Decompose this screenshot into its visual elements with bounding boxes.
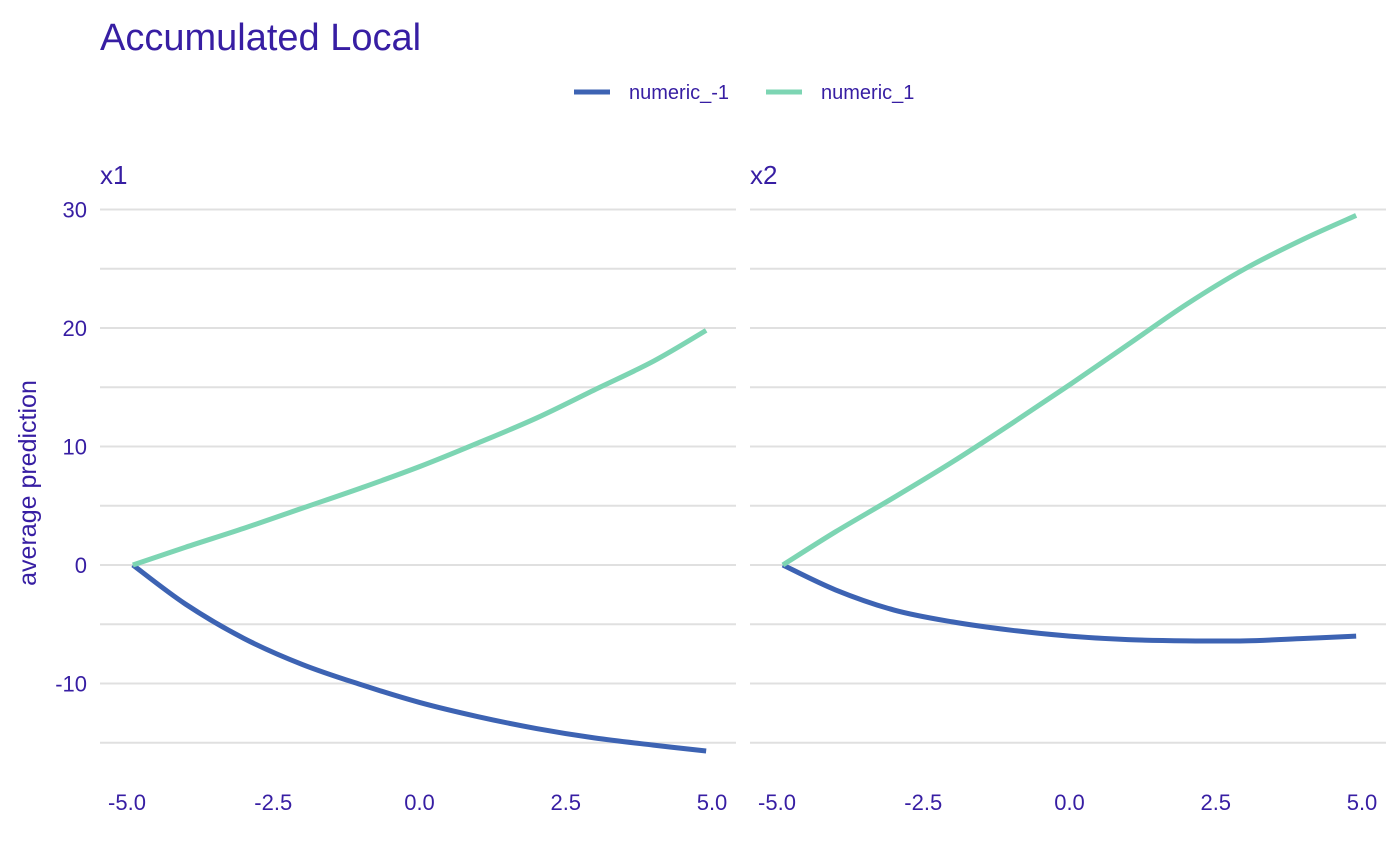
x-tick-label: -2.5 [904,790,942,815]
chart-title: Accumulated Local [100,17,421,59]
y-tick-label: 0 [75,553,87,578]
series-line-numeric_1 [781,213,1358,568]
x-tick-label: -5.0 [108,790,146,815]
x-tick-label: 2.5 [1200,790,1231,815]
x-tick-label: 5.0 [1347,790,1378,815]
legend: numeric_-1 numeric_1 [574,82,914,104]
x-tick-label: -2.5 [254,790,292,815]
panel-label-x1: x1 [100,160,127,190]
y-tick-label: 30 [63,198,87,223]
series-line-numeric_1 [132,328,708,568]
y-tick-label: 20 [63,316,87,341]
y-tick-label: -10 [55,672,87,697]
facet-panels: x1 30 20 10 0 -10 -5.0 -2.5 0.0 2.5 5.0 x2 -5.0 -2.5 0… [55,160,1386,815]
x-tick-label: 0.0 [1054,790,1085,815]
panel-x1: x1 30 20 10 0 -10 -5.0 -2.5 0.0 2.5 5.0 [55,160,736,815]
series-line-numeric_-1 [781,562,1357,644]
y-axis-title: average prediction [14,380,42,586]
x-tick-label: 0.0 [404,790,435,815]
series-line-numeric_-1 [131,562,707,754]
legend-label-0: numeric_-1 [629,82,729,104]
y-tick-label: 10 [63,435,87,460]
x-tick-label: 5.0 [697,790,728,815]
x-tick-label: 2.5 [550,790,581,815]
panel-label-x2: x2 [750,160,777,190]
panel-x2: x2 -5.0 -2.5 0.0 2.5 5.0 [750,160,1386,815]
legend-label-1: numeric_1 [821,82,914,104]
x-tick-label: -5.0 [758,790,796,815]
